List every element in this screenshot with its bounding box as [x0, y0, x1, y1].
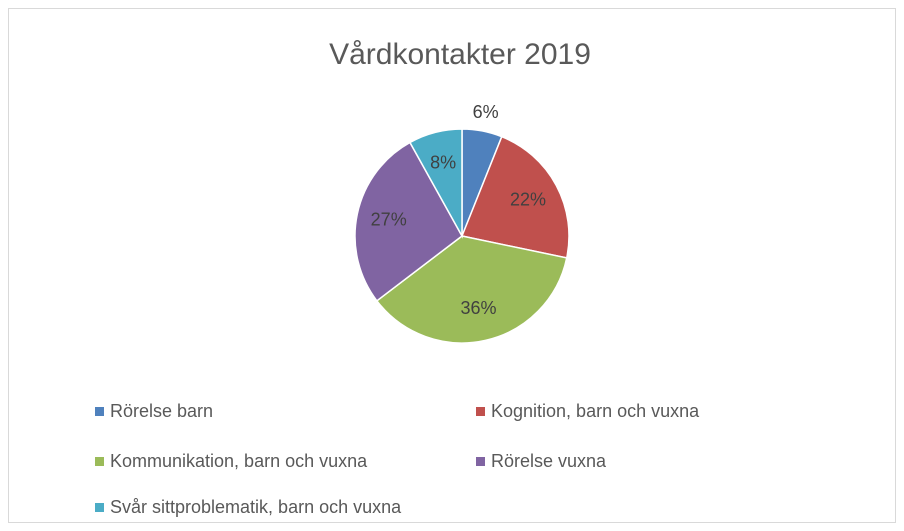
data-label: 8% [430, 152, 456, 172]
data-label: 22% [510, 189, 546, 209]
legend-swatch [476, 457, 485, 466]
legend-label: Rörelse barn [110, 401, 213, 421]
legend-label: Svår sittproblematik, barn och vuxna [110, 497, 402, 517]
pie-slice [354, 141, 463, 302]
data-label: 36% [460, 298, 496, 318]
legend-swatch [95, 407, 104, 416]
data-label: 27% [371, 209, 407, 229]
pie-slice [460, 135, 570, 259]
legend-label: Rörelse vuxna [491, 451, 607, 471]
legend-swatch [95, 457, 104, 466]
data-label: 6% [473, 102, 499, 122]
legend-label: Kognition, barn och vuxna [491, 401, 700, 421]
legend-swatch [95, 503, 104, 512]
legend-swatch [476, 407, 485, 416]
chart-title: Vårdkontakter 2019 [329, 38, 591, 71]
pie-slice [375, 235, 568, 344]
legend-label: Kommunikation, barn och vuxna [110, 451, 368, 471]
pie-slice [408, 128, 463, 239]
